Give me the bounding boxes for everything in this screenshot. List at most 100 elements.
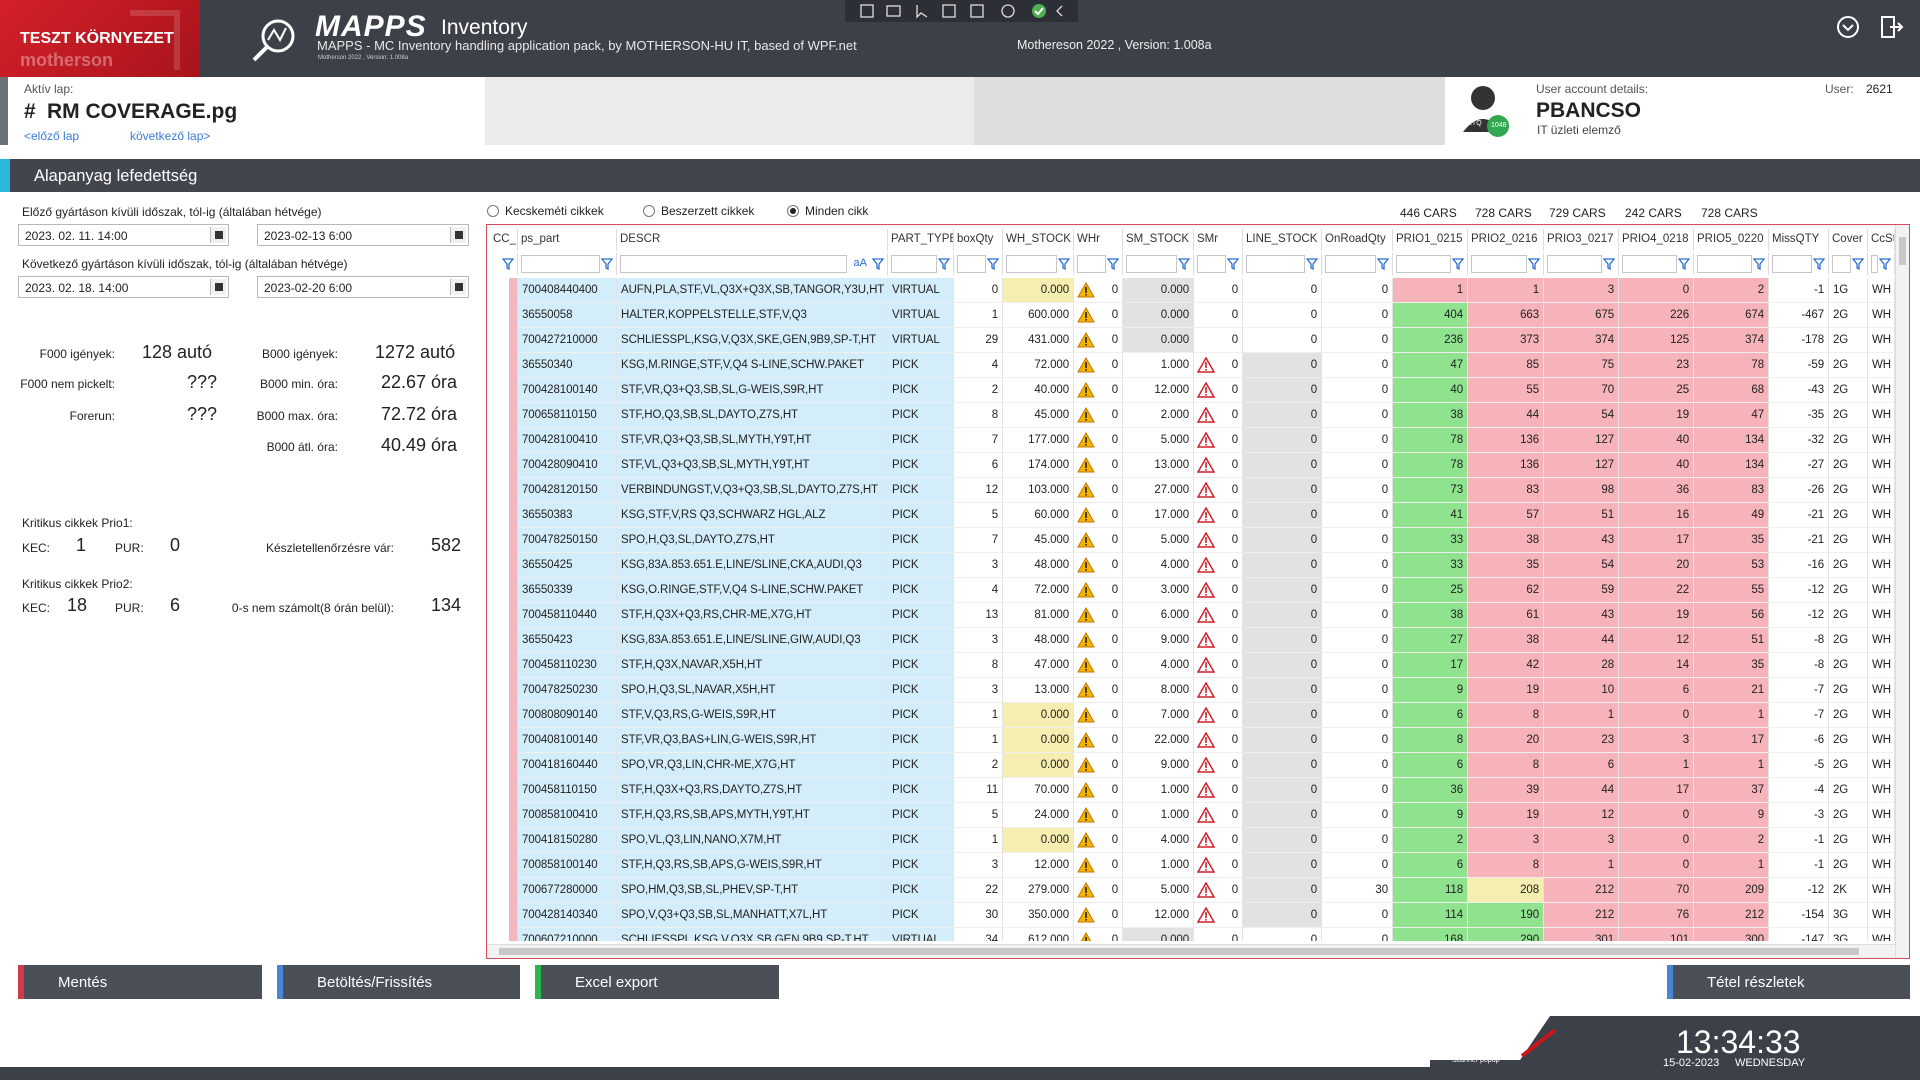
filter-cell[interactable] xyxy=(1003,253,1074,275)
filter-icon[interactable] xyxy=(1376,258,1390,271)
column-header[interactable]: PRIO2_0216 xyxy=(1468,229,1544,251)
filter-cell[interactable] xyxy=(954,253,1003,275)
filter-input[interactable] xyxy=(1547,255,1602,273)
filter-cell[interactable] xyxy=(1243,253,1322,275)
grid-row[interactable]: 700428090410 STF,VL,Q3+Q3,SB,SL,MYTH,Y9T,… xyxy=(487,453,1895,478)
column-header[interactable]: MissQTY xyxy=(1769,229,1829,251)
radio-option[interactable]: Kecskeméti cikkek xyxy=(487,204,604,220)
filter-icon[interactable] xyxy=(1752,258,1766,271)
filter-input[interactable] xyxy=(1832,255,1851,273)
filter-button[interactable] xyxy=(1677,258,1691,271)
filter-input[interactable] xyxy=(957,255,986,273)
filter-button[interactable] xyxy=(1451,258,1465,271)
column-header[interactable]: Cover xyxy=(1829,229,1868,251)
filter-cell[interactable] xyxy=(1194,253,1243,275)
filter-icon[interactable] xyxy=(1527,258,1541,271)
h-scrollbar[interactable] xyxy=(487,944,1895,958)
filter-input[interactable] xyxy=(620,255,847,273)
filter-icon[interactable] xyxy=(1677,258,1691,271)
filter-cell[interactable]: aA xyxy=(617,253,888,275)
grid-row[interactable]: 700478250230 SPO,H,Q3,SL,NAVAR,X5H,HT PICK… xyxy=(487,678,1895,703)
filter-button[interactable] xyxy=(1305,258,1319,271)
filter-button[interactable] xyxy=(1878,258,1892,271)
filter-icon[interactable] xyxy=(501,258,515,271)
grid-row[interactable]: 36550340 KSG,M.RINGE,STF,V,Q4 S-LINE,SCHW… xyxy=(487,353,1895,378)
grid-row[interactable]: 700408440400 AUFN,PLA,STF,VL,Q3X+Q3X,SB,T… xyxy=(487,278,1895,303)
filter-input[interactable] xyxy=(1697,255,1752,273)
filter-button[interactable] xyxy=(501,258,515,271)
filter-cell[interactable] xyxy=(490,253,518,275)
side-menu-tab[interactable] xyxy=(0,77,8,145)
column-header[interactable]: PRIO3_0217 xyxy=(1544,229,1619,251)
filter-input[interactable] xyxy=(1325,255,1376,273)
filter-cell[interactable] xyxy=(1769,253,1829,275)
column-header[interactable]: CC_ xyxy=(490,229,518,251)
date-input[interactable]: 2023. 02. 18. 14:00 xyxy=(18,276,229,298)
column-header[interactable]: boxQty xyxy=(954,229,1003,251)
grid-row[interactable]: 700418150280 SPO,VL,Q3,LIN,NANO,X7M,HT PIC… xyxy=(487,828,1895,853)
excel-export-button[interactable]: Excel export xyxy=(535,965,779,999)
grid-row[interactable]: 700428100140 STF,VR,Q3+Q3,SB,SL,G-WEIS,S9… xyxy=(487,378,1895,403)
filter-input[interactable] xyxy=(1126,255,1177,273)
filter-input[interactable] xyxy=(521,255,600,273)
grid-row[interactable]: 700607210000 SCHLIESSPL,KSG,V,Q3X,SB,GEN,… xyxy=(487,928,1895,941)
filter-input[interactable] xyxy=(1197,255,1226,273)
filter-icon[interactable] xyxy=(1305,258,1319,271)
filter-cell[interactable] xyxy=(1619,253,1694,275)
case-toggle[interactable]: aA xyxy=(853,257,867,269)
filter-input[interactable] xyxy=(1006,255,1057,273)
date-input[interactable]: 2023-02-13 6:00 xyxy=(257,224,469,246)
filter-icon[interactable] xyxy=(1602,258,1616,271)
radio-option[interactable]: Minden cikk xyxy=(787,204,868,220)
filter-button[interactable] xyxy=(1226,258,1240,271)
column-header[interactable]: SMr xyxy=(1194,229,1243,251)
filter-icon[interactable] xyxy=(1226,258,1240,271)
grid-row[interactable]: 700458110440 STF,H,Q3X+Q3,RS,CHR-ME,X7G,H… xyxy=(487,603,1895,628)
filter-input[interactable] xyxy=(1396,255,1451,273)
filter-icon[interactable] xyxy=(1177,258,1191,271)
scanner-popup-link[interactable]: Scanner popup xyxy=(1452,1057,1500,1064)
filter-cell[interactable] xyxy=(518,253,617,275)
filter-button[interactable] xyxy=(1057,258,1071,271)
filter-cell[interactable] xyxy=(1074,253,1123,275)
filter-cell[interactable] xyxy=(1123,253,1194,275)
date-input[interactable]: 2023-02-20 6:00 xyxy=(257,276,469,298)
refresh-button[interactable]: Betöltés/Frissítés xyxy=(277,965,520,999)
filter-icon[interactable] xyxy=(871,258,885,271)
filter-input[interactable] xyxy=(1871,255,1878,273)
filter-cell[interactable] xyxy=(1468,253,1544,275)
filter-cell[interactable] xyxy=(1829,253,1868,275)
column-header[interactable]: WHr xyxy=(1074,229,1123,251)
filter-button[interactable] xyxy=(1376,258,1390,271)
grid-row[interactable]: 700428140340 SPO,V,Q3+Q3,SB,SL,MANHATT,X7… xyxy=(487,903,1895,928)
calendar-icon[interactable] xyxy=(210,279,226,295)
filter-input[interactable] xyxy=(1077,255,1106,273)
date-input[interactable]: 2023. 02. 11. 14:00 xyxy=(18,224,229,246)
item-details-button[interactable]: Tétel részletek xyxy=(1667,965,1910,999)
filter-cell[interactable] xyxy=(1544,253,1619,275)
column-header[interactable]: CcSt xyxy=(1868,229,1895,251)
column-header[interactable]: PRIO1_0215 xyxy=(1393,229,1468,251)
filter-input[interactable] xyxy=(1772,255,1812,273)
grid-row[interactable]: 700808090140 STF,V,Q3,RS,G-WEIS,S9R,HT PIC… xyxy=(487,703,1895,728)
next-page-link[interactable]: következő lap> xyxy=(130,129,211,143)
filter-button[interactable] xyxy=(1812,258,1826,271)
calendar-icon[interactable] xyxy=(450,227,466,243)
filter-input[interactable] xyxy=(1246,255,1305,273)
column-header[interactable]: LINE_STOCK xyxy=(1243,229,1322,251)
column-header[interactable]: DESCR xyxy=(617,229,888,251)
filter-button[interactable] xyxy=(1106,258,1120,271)
column-header[interactable]: PRIO5_0220 xyxy=(1694,229,1769,251)
filter-cell[interactable] xyxy=(1393,253,1468,275)
filter-cell[interactable] xyxy=(1322,253,1393,275)
grid-row[interactable]: 700478250150 SPO,H,Q3,SL,DAYTO,Z7S,HT PICK… xyxy=(487,528,1895,553)
column-header[interactable]: SM_STOCK xyxy=(1123,229,1194,251)
prev-page-link[interactable]: <előző lap xyxy=(24,129,80,143)
grid-row[interactable]: 700408100140 STF,VR,Q3,BAS+LIN,G-WEIS,S9R… xyxy=(487,728,1895,753)
filter-icon[interactable] xyxy=(1106,258,1120,271)
column-header[interactable]: WH_STOCK xyxy=(1003,229,1074,251)
filter-icon[interactable] xyxy=(1812,258,1826,271)
filter-icon[interactable] xyxy=(937,258,951,271)
filter-icon[interactable] xyxy=(600,258,614,271)
radio-option[interactable]: Beszerzett cikkek xyxy=(643,204,754,220)
